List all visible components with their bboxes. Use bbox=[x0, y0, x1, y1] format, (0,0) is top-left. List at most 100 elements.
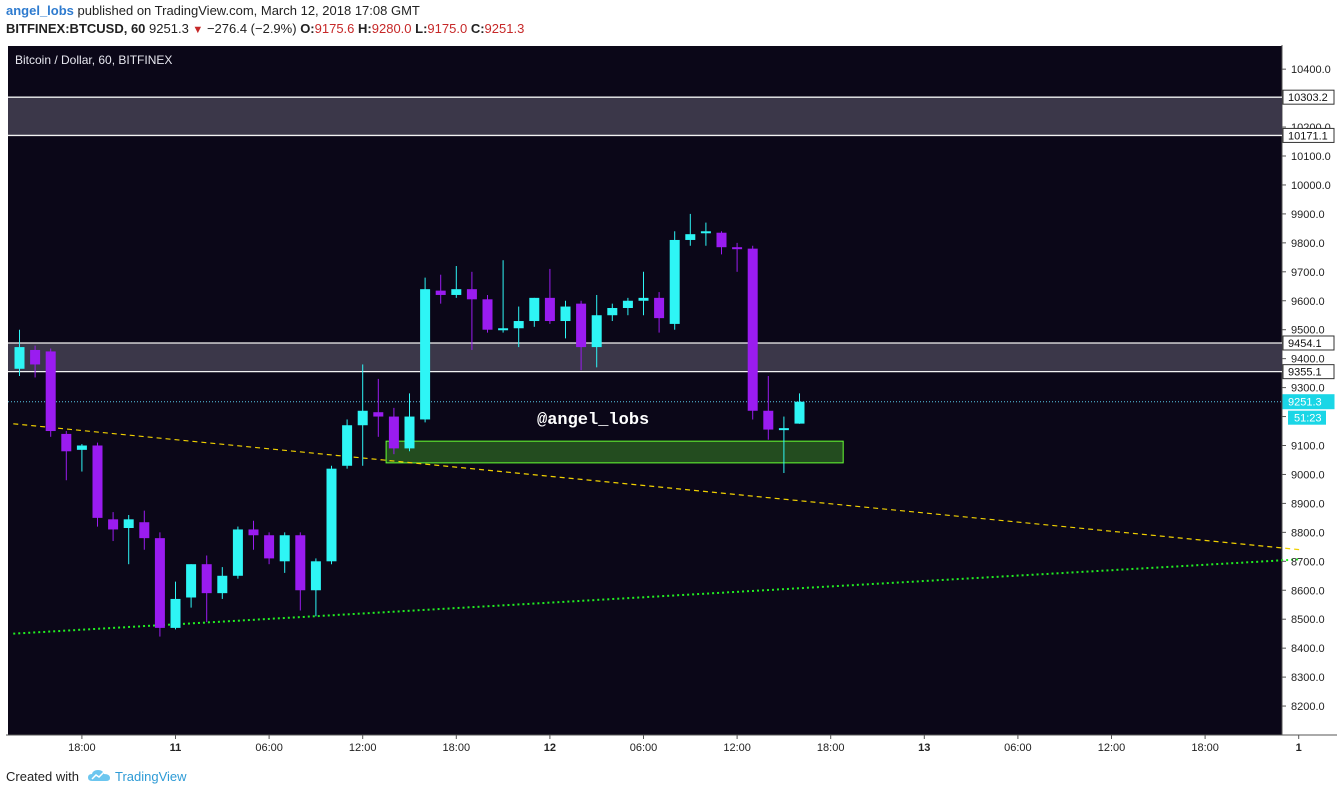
candle bbox=[61, 431, 72, 481]
candle-body bbox=[669, 239, 680, 324]
x-tick-label: 06:00 bbox=[630, 742, 658, 754]
plot-background bbox=[8, 46, 1282, 735]
candle bbox=[295, 532, 306, 611]
candle bbox=[420, 277, 431, 423]
symbol-ohlc-line: BITFINEX:BTCUSD, 60 9251.3 ▼ −276.4 (−2.… bbox=[6, 21, 524, 37]
y-tick-label: 8700.0 bbox=[1291, 556, 1325, 568]
candle bbox=[607, 303, 618, 322]
candle bbox=[576, 300, 587, 371]
candle-body bbox=[123, 519, 134, 529]
zone-price-badge bbox=[1282, 127, 1335, 143]
published-text: published on TradingView.com, March 12, … bbox=[77, 3, 420, 18]
x-tick-label: 12 bbox=[544, 742, 556, 754]
price-label: 10171.1 bbox=[1288, 130, 1328, 142]
change-text: −276.4 (−2.9%) bbox=[206, 21, 297, 36]
candle bbox=[451, 266, 462, 298]
y-tick-label: 9700.0 bbox=[1291, 267, 1325, 279]
candle bbox=[201, 555, 212, 623]
candle bbox=[716, 231, 727, 255]
y-tick-label: 9300.0 bbox=[1291, 383, 1325, 395]
candle-body bbox=[482, 299, 493, 330]
chart-title: Bitcoin / Dollar, 60, BITFINEX bbox=[15, 53, 172, 67]
y-tick-label: 8900.0 bbox=[1291, 498, 1325, 510]
price-label: 9251.3 bbox=[1288, 397, 1322, 409]
tradingview-cloud-icon bbox=[87, 770, 110, 781]
zone-price-badge bbox=[1282, 364, 1335, 380]
y-tick-label: 9400.0 bbox=[1291, 354, 1325, 366]
candle bbox=[404, 393, 415, 452]
candle-body bbox=[794, 401, 805, 424]
y-tick-label: 10000.0 bbox=[1291, 180, 1331, 192]
candle bbox=[186, 564, 197, 608]
y-tick-label: 8400.0 bbox=[1291, 643, 1325, 655]
tradingview-link[interactable]: TradingView bbox=[114, 768, 187, 784]
low-label: L: bbox=[415, 21, 428, 36]
candle bbox=[342, 419, 353, 469]
candle-body bbox=[326, 468, 337, 562]
candle bbox=[560, 300, 571, 339]
candle-body bbox=[747, 248, 758, 411]
candle-body bbox=[186, 564, 197, 598]
y-tick-label: 8300.0 bbox=[1291, 672, 1325, 684]
candle bbox=[513, 306, 524, 348]
candle-body bbox=[232, 529, 243, 576]
price-label: 9355.1 bbox=[1288, 367, 1322, 379]
candle bbox=[700, 222, 711, 246]
candle-body bbox=[685, 234, 696, 240]
candle-body bbox=[732, 247, 743, 250]
candle bbox=[529, 297, 540, 327]
candle-body bbox=[778, 428, 789, 431]
candle-body bbox=[45, 351, 56, 432]
candle-body bbox=[560, 306, 571, 322]
low-value: 9175.0 bbox=[427, 21, 468, 36]
candle bbox=[217, 567, 228, 599]
candle-body bbox=[544, 297, 555, 322]
candle-body bbox=[217, 575, 228, 594]
candle-body bbox=[404, 416, 415, 449]
candle bbox=[373, 378, 384, 437]
candle bbox=[108, 512, 119, 542]
candle-body bbox=[576, 303, 587, 348]
footer: Created with TradingView bbox=[6, 767, 187, 785]
candle bbox=[435, 274, 446, 304]
x-tick-label: 12:00 bbox=[349, 742, 377, 754]
candle-body bbox=[108, 519, 119, 530]
y-tick-label: 9000.0 bbox=[1291, 469, 1325, 481]
candle bbox=[30, 345, 41, 378]
chart-container[interactable]: Bitcoin / Dollar, 60, BITFINEX @angel_lob… bbox=[6, 45, 1337, 758]
candle-body bbox=[14, 347, 25, 369]
candle bbox=[591, 294, 602, 368]
x-tick-label: 06:00 bbox=[255, 742, 283, 754]
x-tick-label: 18:00 bbox=[1191, 742, 1219, 754]
candle-body bbox=[201, 564, 212, 594]
candle-body bbox=[388, 416, 399, 449]
candlestick-chart[interactable]: Bitcoin / Dollar, 60, BITFINEX @angel_lob… bbox=[6, 45, 1337, 758]
price-label: 10303.2 bbox=[1288, 92, 1328, 104]
candle-body bbox=[295, 535, 306, 591]
watermark-annotation: @angel_lobs bbox=[537, 411, 649, 430]
candle bbox=[685, 213, 696, 246]
candle-body bbox=[264, 535, 275, 559]
candle-body bbox=[170, 598, 181, 628]
candle bbox=[14, 329, 25, 377]
candle-body bbox=[61, 433, 72, 452]
candle-body bbox=[76, 445, 87, 450]
author-link[interactable]: angel_lobs bbox=[6, 3, 74, 18]
x-tick-label: 13 bbox=[918, 742, 930, 754]
y-tick-label: 10100.0 bbox=[1291, 151, 1331, 163]
candle bbox=[498, 260, 509, 333]
candle-body bbox=[248, 529, 259, 536]
candle bbox=[763, 376, 774, 440]
candle bbox=[248, 520, 259, 550]
countdown-badge bbox=[1288, 410, 1326, 425]
candle-body bbox=[700, 231, 711, 234]
candle-body bbox=[139, 522, 150, 539]
open-value: 9175.6 bbox=[314, 21, 355, 36]
candle-body bbox=[420, 289, 431, 420]
resistance-zone-0 bbox=[8, 97, 1282, 136]
x-tick-label: 12:00 bbox=[723, 742, 751, 754]
symbol-label: BITFINEX:BTCUSD, 60 bbox=[6, 21, 146, 36]
candle bbox=[264, 532, 275, 565]
x-tick-label: 11 bbox=[170, 742, 182, 754]
y-tick-label: 8600.0 bbox=[1291, 585, 1325, 597]
